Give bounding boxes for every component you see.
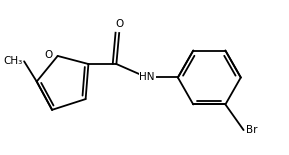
- Text: O: O: [115, 19, 123, 29]
- Text: O: O: [45, 50, 53, 60]
- Text: Br: Br: [246, 125, 258, 135]
- Text: CH₃: CH₃: [3, 56, 23, 66]
- Text: HN: HN: [139, 73, 155, 82]
